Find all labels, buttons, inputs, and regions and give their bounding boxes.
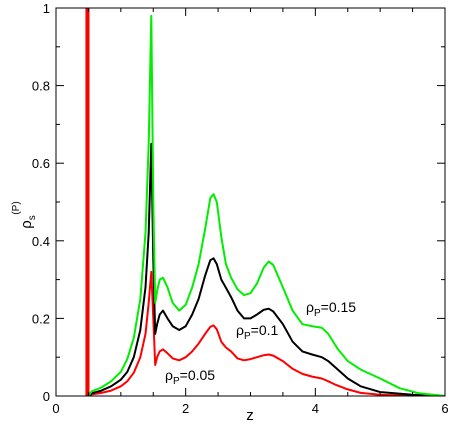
- y-tick-label: 0.2: [32, 311, 50, 326]
- series-label-0-base: ρ: [165, 367, 173, 383]
- series-line-0: [87, 270, 445, 396]
- x-axis-title: z: [246, 407, 254, 424]
- series-layer: [87, 14, 445, 396]
- series-label-1-base: ρ: [236, 322, 244, 338]
- x-tick-label: 4: [312, 401, 319, 416]
- y-tick-label: 0.6: [32, 156, 50, 171]
- series-label-2-base: ρ: [306, 299, 314, 315]
- y-tick-label: 0.8: [32, 79, 50, 94]
- y-tick-label: 0: [43, 389, 50, 404]
- x-axis: 0 2 4 6: [52, 8, 449, 416]
- series-label-2: ρP=0.15: [306, 299, 356, 319]
- x-tick-label: 0: [52, 401, 59, 416]
- series-line-2: [87, 14, 445, 396]
- series-label-1-sub: P: [244, 331, 251, 342]
- y-tick-label: 1: [43, 1, 50, 16]
- svg-text:ρs: ρs: [18, 215, 38, 229]
- y-axis-title-sub: s: [27, 215, 38, 220]
- y-axis-title-sup: (P): [11, 201, 22, 214]
- series-line-1: [87, 142, 445, 396]
- x-tick-label: 6: [441, 401, 448, 416]
- x-tick-label: 2: [182, 401, 189, 416]
- series-label-1-rest: =0.1: [251, 322, 279, 338]
- y-tick-label: 0.4: [32, 234, 50, 249]
- series-label-2-rest: =0.15: [321, 299, 357, 315]
- series-label-1: ρP=0.1: [236, 322, 278, 342]
- y-axis-title-base: ρ: [18, 220, 35, 229]
- svg-text:ρP=0.15: ρP=0.15: [306, 299, 356, 319]
- series-label-0: ρP=0.05: [165, 367, 215, 387]
- y-axis-title: ρs (P): [11, 201, 38, 228]
- svg-text:ρP=0.05: ρP=0.05: [165, 367, 215, 387]
- spike-layer: [85, 8, 90, 396]
- svg-text:ρP=0.1: ρP=0.1: [236, 322, 278, 342]
- y-axis: 0 0.2 0.4 0.6 0.8 1: [32, 1, 445, 404]
- series-label-0-sub: P: [173, 376, 180, 387]
- series-label-0-rest: =0.05: [180, 367, 216, 383]
- series-label-2-sub: P: [314, 308, 321, 319]
